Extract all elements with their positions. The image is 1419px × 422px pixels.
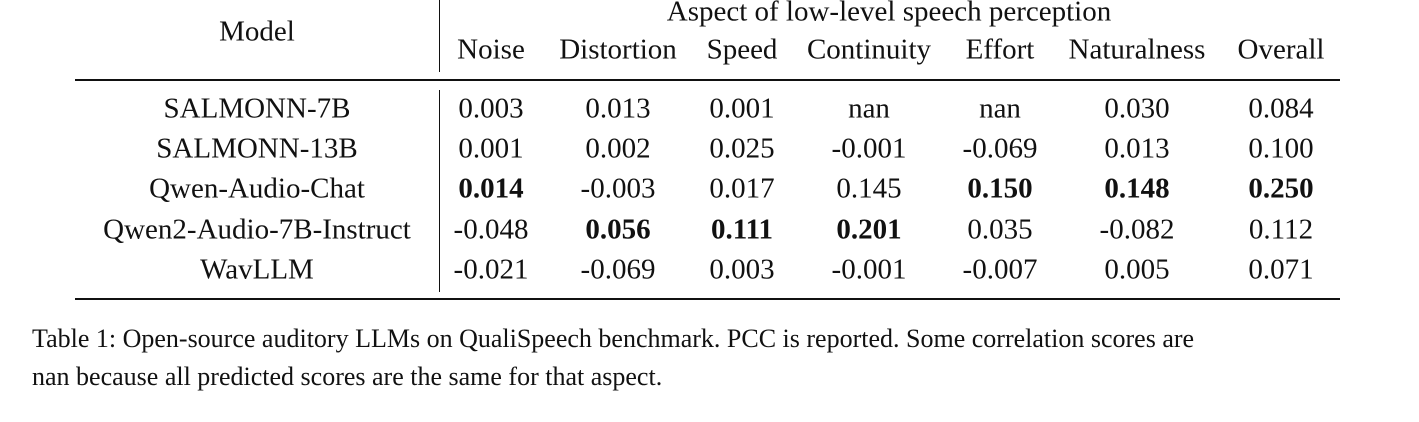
cell: 0.071 [1248,253,1314,286]
cell: 0.150 [967,172,1033,205]
cell: 0.002 [585,132,651,165]
cell: 0.056 [585,213,651,246]
cell: -0.001 [831,132,907,165]
model-header: Model [219,15,295,48]
model-name: SALMONN-7B [163,92,351,125]
group-header: Aspect of low-level speech perception [666,0,1112,28]
model-name: WavLLM [200,253,314,286]
cell: 0.111 [710,213,774,246]
header-rule [75,79,1340,81]
bottom-rule [75,298,1340,300]
cell: -0.001 [831,253,907,286]
column-header: Effort [965,33,1035,66]
cell: -0.007 [962,253,1038,286]
cell: 0.148 [1104,172,1170,205]
cell: 0.201 [836,213,902,246]
cell: -0.048 [453,213,529,246]
cell: -0.069 [962,132,1038,165]
cell: 0.013 [1104,132,1170,165]
cell: 0.030 [1104,92,1170,125]
cell: 0.005 [1104,253,1170,286]
caption-line: Table 1: Open-source auditory LLMs on Qu… [32,324,1195,353]
column-header: Speed [706,33,778,66]
cell: 0.145 [836,172,902,205]
column-header: Overall [1237,33,1325,66]
caption-line: nan because all predicted scores are the… [32,362,663,391]
column-header: Distortion [559,33,677,66]
cell: 0.003 [709,253,775,286]
model-name: SALMONN-13B [156,132,358,165]
cell: 0.017 [709,172,775,205]
column-header: Naturalness [1068,33,1206,66]
cell: 0.014 [458,172,524,205]
cell: 0.084 [1248,92,1314,125]
cell: nan [979,92,1021,125]
cell: -0.069 [580,253,656,286]
column-header: Continuity [806,33,932,66]
cell: 0.112 [1248,213,1314,246]
cell: 0.025 [709,132,775,165]
cell: 0.001 [709,92,775,125]
cell: 0.250 [1248,172,1314,205]
column-divider [439,0,440,72]
model-name: Qwen-Audio-Chat [149,172,365,205]
cell: 0.003 [458,92,524,125]
column-divider [439,90,440,292]
cell: -0.082 [1099,213,1175,246]
cell: -0.021 [453,253,529,286]
cell: 0.001 [458,132,524,165]
column-header: Noise [457,33,525,66]
cell: 0.035 [967,213,1033,246]
cell: nan [848,92,890,125]
model-name: Qwen2-Audio-7B-Instruct [103,213,411,246]
cell: -0.003 [580,172,656,205]
cell: 0.013 [585,92,651,125]
cell: 0.100 [1248,132,1314,165]
